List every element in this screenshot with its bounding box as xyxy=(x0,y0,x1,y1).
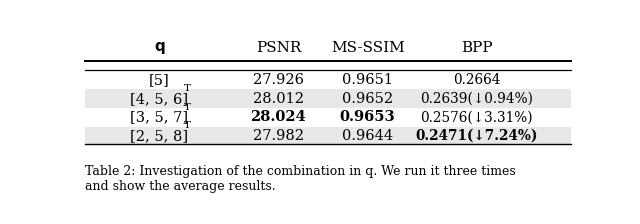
Text: MS-SSIM: MS-SSIM xyxy=(331,41,404,55)
Text: 27.926: 27.926 xyxy=(253,73,304,87)
Text: [4, 5, 6]: [4, 5, 6] xyxy=(131,92,188,106)
Text: 0.9644: 0.9644 xyxy=(342,129,393,143)
Text: [3, 5, 7]: [3, 5, 7] xyxy=(131,110,188,124)
Text: 28.012: 28.012 xyxy=(253,92,304,106)
Text: 0.2576(↓3.31%): 0.2576(↓3.31%) xyxy=(420,110,533,124)
Text: [2, 5, 8]: [2, 5, 8] xyxy=(131,129,188,143)
Text: 28.024: 28.024 xyxy=(250,110,307,124)
Text: BPP: BPP xyxy=(461,41,493,55)
Text: 0.9651: 0.9651 xyxy=(342,73,393,87)
Text: 0.9653: 0.9653 xyxy=(340,110,396,124)
Text: PSNR: PSNR xyxy=(256,41,301,55)
FancyBboxPatch shape xyxy=(85,127,571,145)
Text: 27.982: 27.982 xyxy=(253,129,304,143)
Text: 0.2664: 0.2664 xyxy=(453,73,500,87)
Text: $\mathbf{q}$: $\mathbf{q}$ xyxy=(154,40,165,56)
Text: $\mathregular{T}$: $\mathregular{T}$ xyxy=(183,101,192,112)
Text: Table 2: Investigation of the combination in q. We run it three times
and show t: Table 2: Investigation of the combinatio… xyxy=(85,165,516,193)
FancyBboxPatch shape xyxy=(85,89,571,108)
Text: $\mathregular{T}$: $\mathregular{T}$ xyxy=(183,119,192,130)
Text: 0.2639(↓0.94%): 0.2639(↓0.94%) xyxy=(420,92,533,106)
Text: [5]: [5] xyxy=(149,73,170,87)
Text: 0.9652: 0.9652 xyxy=(342,92,393,106)
Text: $\mathregular{T}$: $\mathregular{T}$ xyxy=(183,82,192,93)
Text: 0.2471(↓7.24%): 0.2471(↓7.24%) xyxy=(415,129,538,143)
